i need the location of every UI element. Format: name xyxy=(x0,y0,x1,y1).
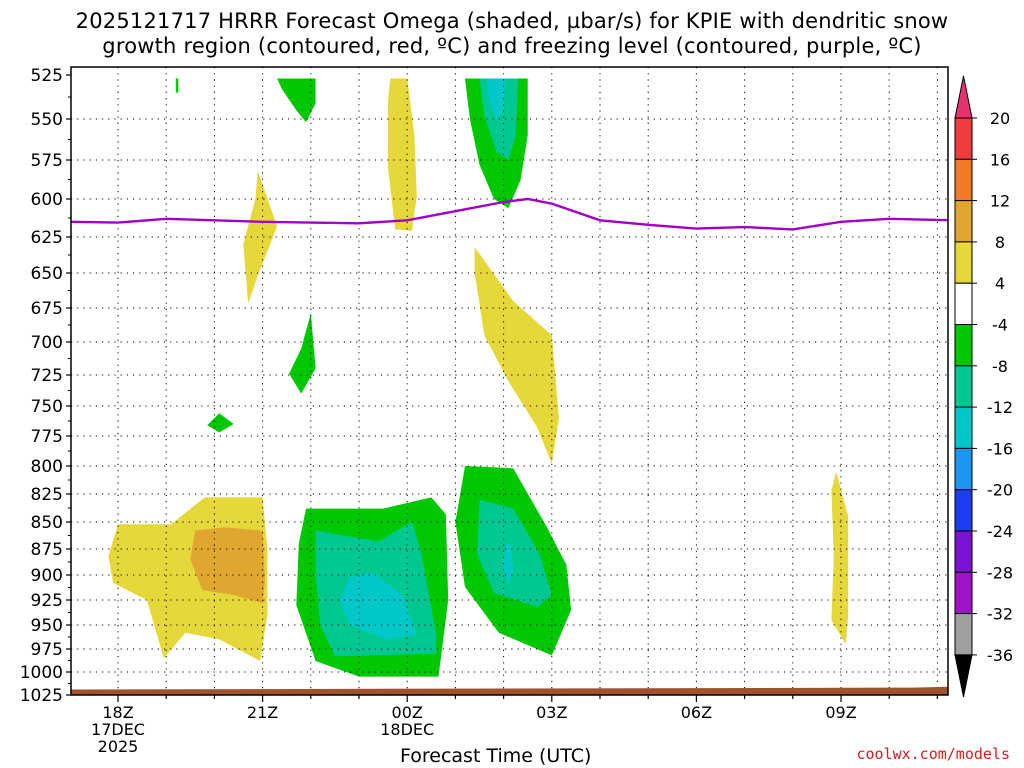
colorbar-swatch xyxy=(954,282,973,326)
omega-region-yellow xyxy=(474,247,559,464)
omega-region-green xyxy=(207,413,234,433)
y-tick-label: 700 xyxy=(31,333,63,353)
y-tick-label: 750 xyxy=(31,397,63,417)
terrain-surface xyxy=(71,686,948,695)
colorbar-swatch xyxy=(954,530,973,573)
omega-shaded-regions xyxy=(108,78,849,677)
plot-frame xyxy=(70,66,949,696)
omega-region-yellow xyxy=(831,471,849,645)
x-tick-label: 2025 xyxy=(98,737,139,756)
chart-title-line-2: growth region (contoured, red, ºC) and f… xyxy=(102,34,922,58)
y-tick-label: 1000 xyxy=(20,663,63,683)
x-tick-label: 06Z xyxy=(681,703,712,722)
omega-region-green xyxy=(277,78,316,123)
omega-region-teal xyxy=(477,499,552,607)
colorbar-swatch xyxy=(954,571,973,615)
y-tick-label: 800 xyxy=(31,457,63,477)
colorbar-label: -8 xyxy=(992,357,1008,376)
colorbar-swatch xyxy=(954,489,973,532)
y-tick-label: 875 xyxy=(31,540,63,560)
colorbar-swatch xyxy=(954,613,973,656)
terrain-layer xyxy=(71,686,948,695)
omega-region-yellow xyxy=(387,78,417,231)
y-tick-label: 1025 xyxy=(20,686,63,706)
omega-region-orange xyxy=(190,527,265,603)
colorbar-label: 16 xyxy=(990,150,1010,169)
colorbar-swatch xyxy=(954,117,973,160)
colorbar-label: -36 xyxy=(987,646,1013,665)
x-tick-label: 17DEC xyxy=(91,720,145,739)
freezing-level-line xyxy=(71,197,948,231)
omega-region-yellow xyxy=(243,170,278,304)
y-tick-label: 550 xyxy=(31,110,63,130)
colorbar-label: -4 xyxy=(992,316,1008,335)
y-tick-label: 650 xyxy=(31,264,63,284)
y-axis: 525 550 575 600 625 650 675 700 725 750 775 800 825 8… xyxy=(20,66,71,706)
colorbar-label: -28 xyxy=(987,563,1013,582)
omega-region-green xyxy=(289,313,316,394)
freezing-level-layer xyxy=(71,197,948,231)
y-tick-label: 575 xyxy=(31,151,63,171)
x-tick-label: 03Z xyxy=(536,703,567,722)
colorbar: 20 16 12 8 4 -4 -8 -12 -16 -20 -24 -28 -32 -36 xyxy=(954,75,1013,697)
y-tick-label: 725 xyxy=(31,366,63,386)
y-tick-label: 925 xyxy=(31,591,63,611)
colorbar-label: 12 xyxy=(990,192,1010,211)
y-tick-label: 675 xyxy=(31,299,63,319)
y-tick-label: 775 xyxy=(31,427,63,447)
colorbar-label: -20 xyxy=(987,481,1013,500)
colorbar-swatch xyxy=(954,365,973,408)
x-tick-label: 21Z xyxy=(247,703,278,722)
colorbar-swatch xyxy=(954,200,973,243)
colorbar-swatch xyxy=(954,241,973,284)
colorbar-swatch xyxy=(954,324,973,367)
omega-region-cyan xyxy=(339,572,417,640)
colorbar-label: -32 xyxy=(987,605,1013,624)
colorbar-swatch xyxy=(954,158,973,202)
y-tick-label: 525 xyxy=(31,66,63,86)
colorbar-label: -24 xyxy=(987,522,1013,541)
colorbar-label: 8 xyxy=(995,233,1005,252)
colorbar-bottom-arrow xyxy=(954,654,973,697)
chart-title-line-1: 2025121717 HRRR Forecast Omega (shaded, … xyxy=(75,9,949,33)
y-tick-label: 900 xyxy=(31,566,63,586)
y-tick-label: 600 xyxy=(31,190,63,210)
x-tick-label: 00Z xyxy=(392,703,423,722)
y-tick-label: 625 xyxy=(31,228,63,248)
colorbar-swatch xyxy=(954,406,973,449)
colorbar-swatch xyxy=(954,447,973,491)
colorbar-label: -12 xyxy=(987,398,1013,417)
credit-link[interactable]: coolwx.com/models xyxy=(856,745,1010,763)
y-tick-label: 975 xyxy=(31,640,63,660)
x-tick-label: 09Z xyxy=(825,703,856,722)
y-tick-label: 950 xyxy=(31,616,63,636)
colorbar-top-arrow xyxy=(954,75,973,119)
y-tick-label: 825 xyxy=(31,485,63,505)
y-tick-label: 850 xyxy=(31,513,63,533)
x-axis-title: Forecast Time (UTC) xyxy=(400,745,592,767)
x-tick-label: 18DEC xyxy=(380,720,434,739)
colorbar-label: -16 xyxy=(987,439,1013,458)
omega-region-cyan xyxy=(486,78,506,119)
x-tick-label: 18Z xyxy=(102,703,133,722)
colorbar-label: 20 xyxy=(990,109,1010,128)
colorbar-label: 4 xyxy=(995,274,1005,293)
omega-region-green xyxy=(175,78,179,93)
